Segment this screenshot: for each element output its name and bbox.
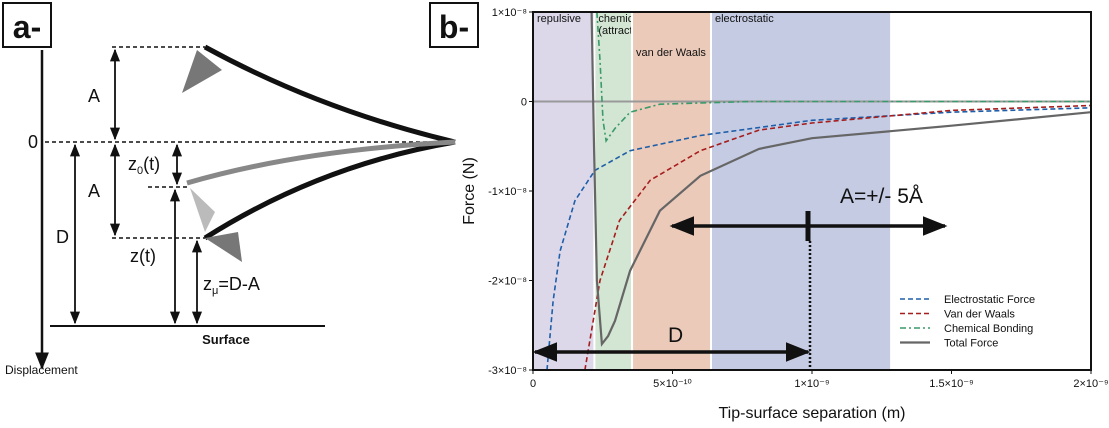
- region-label: van der Waals: [636, 47, 706, 59]
- panel-label-box: [429, 2, 479, 48]
- legend-label: Total Force: [944, 338, 998, 350]
- y-tick-label: -3×10⁻⁸: [488, 365, 527, 377]
- region-label: electrostatic: [715, 13, 774, 25]
- legend-label: Van der Waals: [944, 309, 1015, 321]
- zmu-sub: μ: [212, 285, 218, 297]
- amplitude-label: A: [88, 86, 100, 106]
- x-tick-label: 1×10⁻⁹: [794, 378, 829, 390]
- x-tick-label: 1.5×10⁻⁹: [929, 378, 973, 390]
- y-axis-label: Force (N): [461, 157, 478, 225]
- region-band: [632, 12, 712, 370]
- amplitude-label: A: [88, 181, 100, 201]
- panel-label-box: [2, 2, 52, 48]
- zmu-rest: =D-A: [218, 274, 260, 294]
- panel-label: b-: [439, 9, 469, 45]
- tip-rest: [190, 188, 215, 232]
- zero-label: 0: [28, 132, 38, 152]
- region-band: [533, 12, 595, 370]
- tip-up: [182, 50, 222, 93]
- region-label: chemical: [598, 13, 641, 25]
- dimension-arrows: [69, 48, 203, 325]
- panel-label: a-: [13, 9, 41, 45]
- zmu-label: zμ=D-A: [203, 274, 260, 297]
- region-label: repulsive: [537, 13, 581, 25]
- x-tick-label: 5×10⁻¹⁰: [653, 378, 692, 390]
- series-line: [596, 12, 1091, 143]
- zt-label: z(t): [130, 246, 156, 266]
- zmu-base: z: [203, 274, 212, 294]
- displacement-label: Displacement: [5, 363, 78, 377]
- panel-a: a- Displacement Surface 0 A A D z(t) z: [2, 2, 456, 377]
- x-tick-label: 2×10⁻⁹: [1073, 378, 1108, 390]
- distance-annotation: D: [668, 324, 683, 347]
- x-axis-label: Tip-surface separation (m): [718, 405, 905, 422]
- z0-label: z0(t): [128, 154, 160, 177]
- legend: Electrostatic Force Van der Waals Chemical…: [900, 294, 1035, 350]
- series-line: [546, 107, 1091, 370]
- y-tick-label: 1×10⁻⁸: [492, 7, 527, 19]
- region-band: [711, 12, 891, 370]
- legend-label: Chemical Bonding: [944, 323, 1033, 335]
- reference-lines: [45, 46, 452, 239]
- tip-down: [205, 232, 242, 262]
- y-tick-label: 0: [521, 97, 527, 109]
- cantilever-rest: [186, 139, 456, 186]
- legend-label: Electrostatic Force: [944, 294, 1035, 306]
- series: [546, 12, 1091, 370]
- y-tick-label: -1×10⁻⁸: [488, 186, 527, 198]
- cantilever-up: [203, 44, 456, 145]
- regions: repulsive chemical(attractive)van der Waa…: [533, 12, 891, 370]
- x-tick-label: 0: [530, 378, 536, 390]
- distance-label: D: [56, 227, 69, 247]
- z0-rest: (t): [143, 154, 160, 174]
- z0-base: z: [128, 154, 137, 174]
- annotations: A=+/- 5Å D: [532, 185, 948, 370]
- plot-frame: [532, 11, 1092, 371]
- surface-label: Surface: [202, 332, 250, 347]
- series-line: [590, 12, 1091, 347]
- z0-sub: 0: [137, 165, 143, 177]
- amplitude-annotation: A=+/- 5Å: [840, 185, 923, 208]
- cantilever-down: [203, 139, 456, 241]
- y-tick-label: -2×10⁻⁸: [488, 276, 527, 288]
